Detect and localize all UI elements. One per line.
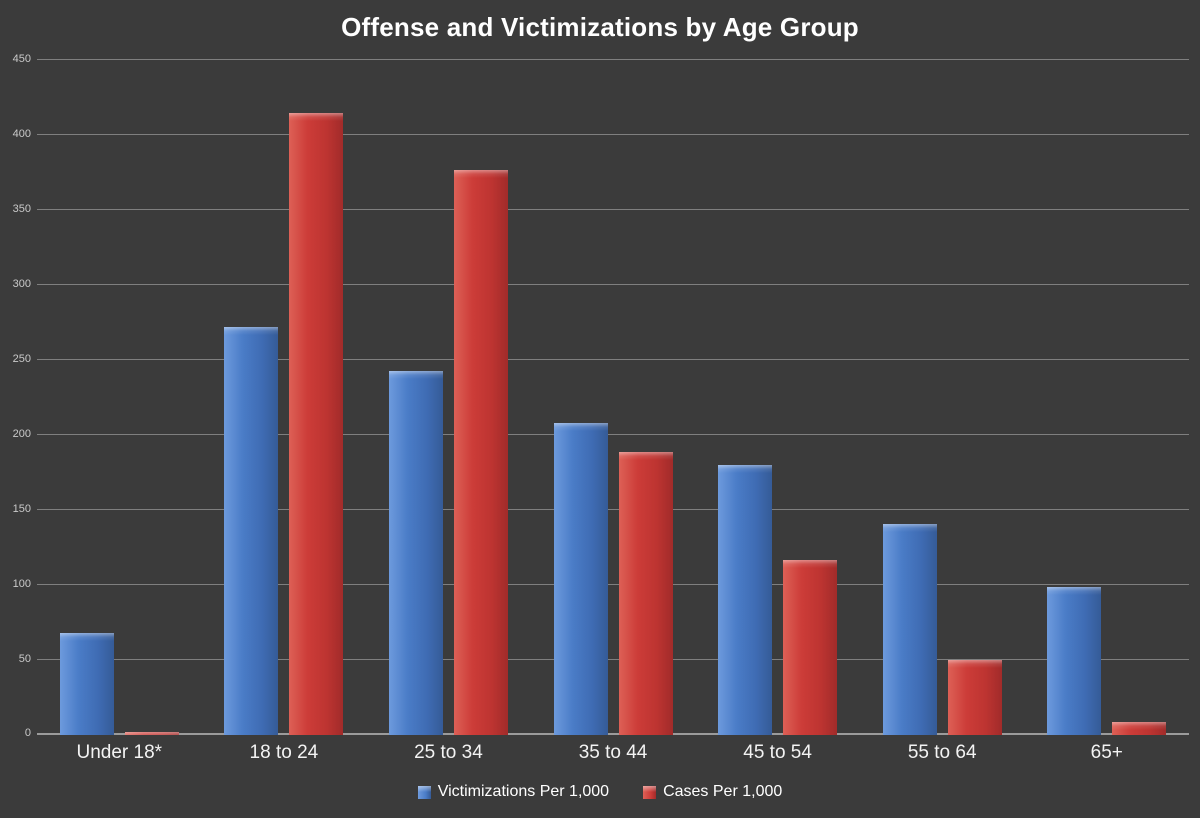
gridline-50: 50 <box>19 653 1189 665</box>
bar-group-1 <box>37 60 202 735</box>
legend-swatch-icon <box>643 785 657 799</box>
gridline-450: 450 <box>13 53 1189 65</box>
y-tick-label-400: 400 <box>12 128 31 141</box>
bar-group-4 <box>531 60 696 735</box>
bar-victimizations-1 <box>59 633 114 735</box>
bar-group-5 <box>695 60 860 735</box>
gridline-400: 400 <box>13 128 1189 140</box>
bar-victimizations-2 <box>224 327 279 735</box>
x-axis-label-3: 25 to 34 <box>414 742 483 763</box>
legend-item-cases: Cases Per 1,000 <box>643 783 782 801</box>
chart-title: Offense and Victimizations by Age Group <box>341 12 859 42</box>
gridline-0: 0 <box>25 727 1189 739</box>
bar-cases-3 <box>453 169 508 735</box>
gridline-300: 300 <box>13 278 1189 290</box>
bar-group-6 <box>860 60 1025 735</box>
bar-cases-7 <box>1112 721 1167 735</box>
gridline-250: 250 <box>13 353 1189 365</box>
x-axis-label-6: 55 to 64 <box>907 742 977 763</box>
gridline-200: 200 <box>13 428 1189 440</box>
bar-victimizations-6 <box>882 523 937 735</box>
bar-cases-2 <box>289 112 344 735</box>
bar-victimizations-5 <box>718 465 773 735</box>
bar-cases-1 <box>124 732 179 735</box>
bar-cases-5 <box>783 559 838 735</box>
x-axis-label-4: 35 to 44 <box>578 742 648 763</box>
x-axis-label-7: 65+ <box>1090 742 1123 763</box>
bar-victimizations-4 <box>553 423 608 735</box>
y-tick-label-350: 350 <box>12 203 31 215</box>
bar-cases-4 <box>618 451 673 735</box>
x-axis-label-5: 45 to 54 <box>743 742 812 763</box>
bar-group-3 <box>366 60 531 735</box>
y-tick-label-450: 450 <box>12 53 31 65</box>
bar-group-2 <box>202 60 367 735</box>
y-tick-label-300: 300 <box>12 278 31 290</box>
y-tick-label-0: 0 <box>24 727 31 739</box>
plot-area: 0 50 100 150 200 250 300 350 400 450 <box>13 53 1189 739</box>
gridline-350: 350 <box>13 203 1189 215</box>
y-tick-label-150: 150 <box>12 503 31 515</box>
x-axis-labels: Under 18* 18 to 24 25 to 34 35 to 44 45 to 5… <box>37 742 1189 764</box>
x-axis-label-2: 18 to 24 <box>249 742 319 763</box>
gridline-100: 100 <box>13 578 1189 590</box>
bar-cases-6 <box>947 660 1002 735</box>
legend: Victimizations Per 1,000 Cases Per 1,000 <box>0 783 1200 801</box>
x-axis-label-1: Under 18* <box>76 742 163 763</box>
gridline-150: 150 <box>13 503 1189 515</box>
y-tick-label-200: 200 <box>12 428 31 441</box>
y-tick-label-250: 250 <box>12 353 31 365</box>
bars-container <box>37 60 1189 735</box>
legend-label: Cases Per 1,000 <box>663 783 783 800</box>
bar-group-7 <box>1024 60 1189 735</box>
y-tick-label-100: 100 <box>12 578 31 591</box>
legend-swatch-icon <box>417 785 431 799</box>
legend-label: Victimizations Per 1,000 <box>437 783 610 800</box>
legend-item-victimizations: Victimizations Per 1,000 <box>417 783 610 801</box>
bar-victimizations-3 <box>388 370 443 735</box>
bar-victimizations-7 <box>1047 586 1102 735</box>
y-tick-label-50: 50 <box>18 653 31 666</box>
